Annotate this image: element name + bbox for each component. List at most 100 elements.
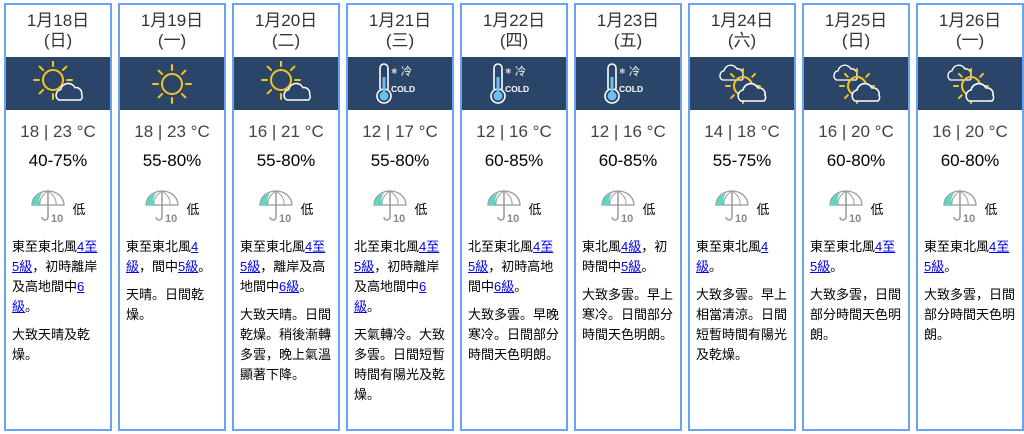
weather-description: 大致天晴。日間乾燥。稍後漸轉多雲，晚上氣溫顯著下降。 [240, 307, 332, 382]
wind-force-link[interactable]: 5級 [178, 259, 199, 274]
forecast-day-card: 1月22日 (四) ❄ 冷 COLD 12 | 16 °C 60-85% 10 低 北至… [460, 3, 568, 431]
svg-text:COLD: COLD [391, 84, 415, 94]
rain-probability: 10 低 [6, 189, 110, 225]
humidity-range: 55-75% [712, 151, 772, 170]
rain-probability: 10 低 [576, 189, 680, 225]
wind-text: ，初時間中 [582, 239, 668, 274]
wind-force-link[interactable]: 6級 [279, 279, 300, 294]
forecast-description: 東北風4級，初時間中5級。 大致多雲。早上寒冷。日間部分時間天色明朗。 [576, 237, 680, 345]
forecast-description: 東至東北風4級，間中5級。 天晴。日間乾燥。 [120, 237, 224, 325]
rain-probability: 10 低 [690, 189, 794, 225]
sunny-intervals-icon [804, 57, 908, 110]
date-label: 1月21日 [368, 11, 432, 30]
wind-force-link[interactable]: 4至5級 [12, 239, 98, 274]
wind-text: ，間中 [139, 259, 179, 274]
temperature-range: 16 | 20 °C [818, 122, 894, 141]
wind-force-link[interactable]: 4級 [621, 239, 642, 254]
rain-probability-label: 低 [528, 201, 542, 217]
sunny-periods-icon [234, 57, 338, 110]
wind-force-link[interactable]: 6級 [494, 279, 515, 294]
humidity-range: 60-80% [940, 151, 1000, 170]
wind-description: 東北風4級，初時間中5級。 [582, 237, 674, 277]
forecast-day-card: 1月23日 (五) ❄ 冷 COLD 12 | 16 °C 60-85% 10 低 東北… [574, 3, 682, 431]
forecast-date: 1月24日 (六) [690, 11, 794, 55]
wind-force-link[interactable]: 4至5級 [924, 239, 1010, 274]
forecast-date: 1月19日 (一) [120, 11, 224, 55]
wind-description: 北至東北風4至5級，初時離岸及高地間中6級。 [354, 237, 446, 317]
rain-probability: 10 低 [918, 189, 1022, 228]
wind-text: 東北風 [582, 239, 622, 254]
wind-text: 。 [198, 259, 212, 274]
wind-text: 東至東北風 [696, 239, 762, 254]
wind-force-link[interactable]: 4至5級 [810, 239, 896, 274]
rain-probability-label: 低 [984, 201, 998, 217]
rain-probability-label: 低 [186, 201, 200, 217]
nine-day-forecast: 1月18日 (日) 18 | 23 °C 40-75% 10 低 東至東北風4至5級… [4, 3, 1024, 431]
wind-force-link[interactable]: 6級 [354, 279, 427, 314]
wind-force-link[interactable]: 4至5級 [240, 239, 326, 274]
temperature-range: 12 | 16 °C [476, 122, 552, 141]
wind-force-link[interactable]: 5級 [621, 259, 642, 274]
cold-icon: ❄ 冷 COLD [348, 57, 452, 110]
wind-description: 北至東北風4至5級，初時高地間中6級。 [468, 237, 560, 297]
forecast-description: 東至東北風4級。 大致多雲。早上相當清涼。日間短暫時間有陽光及乾燥。 [690, 237, 794, 365]
svg-text:10: 10 [963, 213, 975, 223]
umbrella-icon: 10 [144, 189, 182, 228]
wind-force-link[interactable]: 4至5級 [354, 239, 440, 274]
weekday-label: (四) [499, 31, 529, 50]
temperature-range: 16 | 21 °C [248, 122, 324, 141]
svg-text:10: 10 [51, 213, 63, 223]
date-label: 1月24日 [710, 11, 774, 30]
rain-probability-label: 低 [300, 201, 314, 217]
svg-text:10: 10 [393, 213, 405, 223]
weekday-label: (日) [841, 31, 871, 50]
forecast-date: 1月20日 (二) [234, 11, 338, 55]
forecast-description: 東至東北風4至5級。 大致多雲，日間部分時間天色明朗。 [804, 237, 908, 345]
svg-text:10: 10 [735, 213, 747, 223]
rain-probability-label: 低 [642, 201, 656, 217]
wind-description: 東至東北風4至5級，初時離岸及高地間中6級。 [12, 237, 104, 317]
weekday-label: (六) [727, 31, 757, 50]
forecast-day-card: 1月19日 (一) 18 | 23 °C 55-80% 10 低 東至東北風4級，間… [118, 3, 226, 431]
forecast-day-card: 1月20日 (二) 16 | 21 °C 55-80% 10 低 東至東北風4至5級… [232, 3, 340, 431]
umbrella-icon: 10 [258, 189, 296, 228]
forecast-day-card: 1月26日 (一) 16 | 20 °C 60-80% 10 低 東至東北風4至5級… [916, 3, 1024, 431]
temperature-range: 14 | 18 °C [704, 122, 780, 141]
wind-text: ，初時離岸及高地間中 [354, 259, 440, 294]
wind-force-link[interactable]: 4級 [126, 239, 199, 274]
svg-text:冷: 冷 [401, 65, 412, 78]
wind-text: 東至東北風 [12, 239, 78, 254]
wind-force-link[interactable]: 4級 [696, 239, 769, 274]
wind-description: 東至東北風4級。 [696, 237, 788, 277]
wind-text: 東至東北風 [240, 239, 306, 254]
date-label: 1月19日 [140, 11, 204, 30]
forecast-date: 1月22日 (四) [462, 11, 566, 55]
rain-probability: 10 低 [234, 189, 338, 228]
cold-icon: ❄ 冷 COLD [576, 57, 680, 110]
wind-force-link[interactable]: 6級 [12, 279, 85, 314]
forecast-description: 東至東北風4至5級，初時離岸及高地間中6級。 大致天晴及乾燥。 [6, 237, 110, 365]
forecast-date: 1月21日 (三) [348, 11, 452, 55]
weekday-label: (三) [385, 31, 415, 50]
sunny-periods-icon [6, 57, 110, 110]
svg-text:冷: 冷 [515, 65, 526, 78]
weather-description: 大致天晴及乾燥。 [12, 327, 91, 362]
wind-text: 。 [641, 259, 655, 274]
date-label: 1月25日 [824, 11, 888, 30]
wind-description: 東至東北風4至5級。 [810, 237, 902, 277]
svg-text:❄: ❄ [391, 67, 398, 76]
wind-force-link[interactable]: 4至5級 [468, 239, 554, 274]
temperature-range: 18 | 23 °C [134, 122, 210, 141]
wind-text: ，初時高地間中 [468, 259, 554, 294]
cold-icon: ❄ 冷 COLD [462, 57, 566, 110]
weather-description: 大致多雲。早晚寒冷。日間部分時間天色明朗。 [468, 307, 560, 362]
umbrella-icon: 10 [942, 189, 980, 228]
wind-description: 東至東北風4至5級。 [924, 237, 1016, 277]
wind-text: 東至東北風 [924, 239, 990, 254]
wind-description: 東至東北風4至5級，離岸及高地間中6級。 [240, 237, 332, 297]
wind-text: 東至東北風 [126, 239, 192, 254]
forecast-description: 北至東北風4至5級，初時離岸及高地間中6級。 天氣轉冷。大致多雲。日間短暫時間有… [348, 237, 452, 405]
forecast-date: 1月26日 (一) [918, 11, 1022, 55]
wind-text: 。 [830, 259, 844, 274]
date-label: 1月22日 [482, 11, 546, 30]
